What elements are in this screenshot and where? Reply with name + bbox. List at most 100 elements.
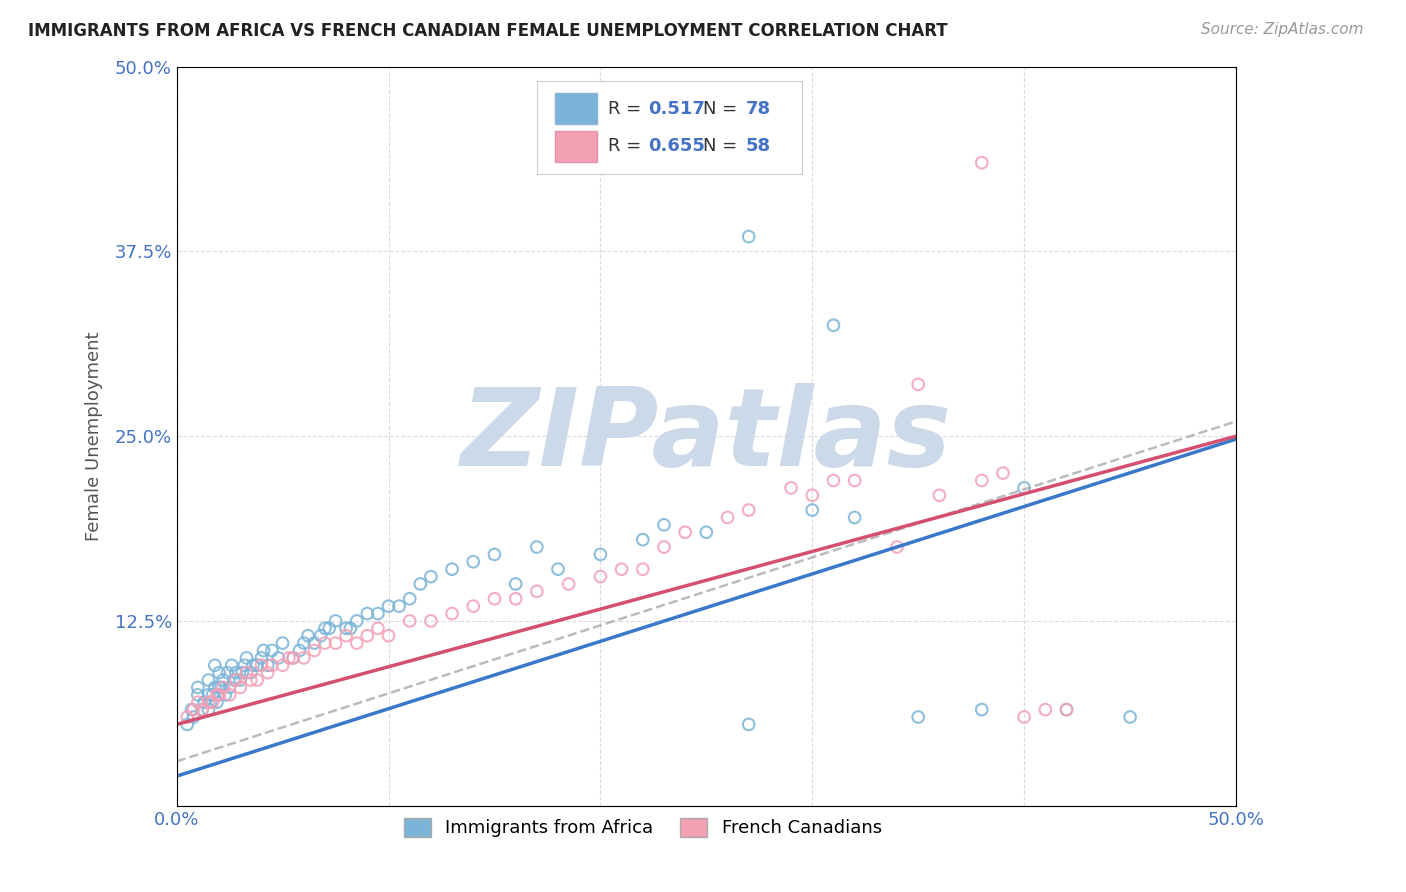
Text: 0.517: 0.517: [648, 100, 704, 118]
Point: [463, 599, 485, 614]
Point: [325, 614, 347, 628]
Point: [271, 636, 294, 650]
Point: [801, 503, 824, 517]
Point: [356, 629, 378, 643]
Point: [235, 665, 257, 680]
Point: [419, 569, 441, 583]
Point: [318, 621, 340, 635]
FancyBboxPatch shape: [555, 94, 598, 124]
Point: [267, 651, 290, 665]
Point: [242, 658, 264, 673]
Point: [209, 681, 232, 695]
Point: [183, 703, 205, 717]
Point: [409, 577, 432, 591]
Point: [197, 688, 219, 702]
Point: [187, 695, 209, 709]
Point: [1033, 703, 1056, 717]
Point: [250, 658, 273, 673]
Point: [631, 562, 654, 576]
Point: [377, 629, 399, 643]
Point: [398, 614, 420, 628]
Point: [239, 673, 262, 687]
Point: [1012, 481, 1035, 495]
Point: [191, 703, 214, 717]
Point: [356, 607, 378, 621]
Point: [256, 658, 278, 673]
Point: [631, 533, 654, 547]
Point: [176, 710, 198, 724]
Point: [1119, 710, 1142, 724]
Point: [208, 688, 231, 702]
Point: [218, 688, 240, 702]
Point: [218, 681, 240, 695]
Point: [991, 466, 1014, 480]
Point: [212, 673, 235, 687]
Point: [970, 155, 993, 169]
Text: 0.655: 0.655: [648, 137, 704, 155]
Point: [1056, 703, 1078, 717]
Point: [823, 318, 845, 333]
Point: [278, 651, 301, 665]
Point: [309, 629, 332, 643]
Point: [225, 673, 247, 687]
Point: [208, 681, 231, 695]
Point: [377, 599, 399, 614]
Point: [225, 665, 247, 680]
Point: [222, 673, 245, 687]
Point: [441, 562, 464, 576]
Point: [823, 474, 845, 488]
Point: [589, 569, 612, 583]
Point: [214, 688, 236, 702]
Point: [200, 695, 222, 709]
Point: [233, 658, 256, 673]
Text: R =: R =: [607, 100, 647, 118]
Point: [1056, 703, 1078, 717]
Point: [398, 591, 420, 606]
Point: [231, 665, 253, 680]
Point: [463, 555, 485, 569]
Point: [271, 658, 294, 673]
Point: [235, 651, 257, 665]
Point: [246, 673, 269, 687]
Point: [907, 377, 929, 392]
Point: [484, 548, 506, 562]
Point: [304, 643, 326, 657]
Point: [197, 695, 219, 709]
Point: [187, 688, 209, 702]
FancyBboxPatch shape: [555, 131, 598, 161]
Point: [367, 621, 389, 635]
Point: [217, 665, 239, 680]
Point: [260, 643, 283, 657]
Point: [204, 681, 226, 695]
Text: N =: N =: [703, 137, 744, 155]
Point: [610, 562, 633, 576]
Point: [928, 488, 950, 502]
Point: [780, 481, 803, 495]
Point: [201, 688, 224, 702]
Point: [212, 681, 235, 695]
Point: [201, 695, 224, 709]
Point: [589, 548, 612, 562]
Point: [183, 710, 205, 724]
Point: [314, 621, 336, 635]
Text: ZIPatlas: ZIPatlas: [461, 384, 952, 489]
Point: [325, 636, 347, 650]
Point: [304, 636, 326, 650]
Point: [367, 607, 389, 621]
Point: [695, 525, 717, 540]
Point: [256, 665, 278, 680]
Point: [505, 591, 527, 606]
Point: [193, 695, 215, 709]
Point: [886, 540, 908, 554]
Point: [208, 688, 231, 702]
Point: [292, 651, 315, 665]
Point: [339, 621, 361, 635]
Point: [239, 665, 262, 680]
Point: [314, 636, 336, 650]
Point: [197, 703, 219, 717]
Point: [673, 525, 696, 540]
Point: [801, 488, 824, 502]
Point: [221, 658, 243, 673]
Point: [260, 658, 283, 673]
Point: [844, 510, 866, 524]
